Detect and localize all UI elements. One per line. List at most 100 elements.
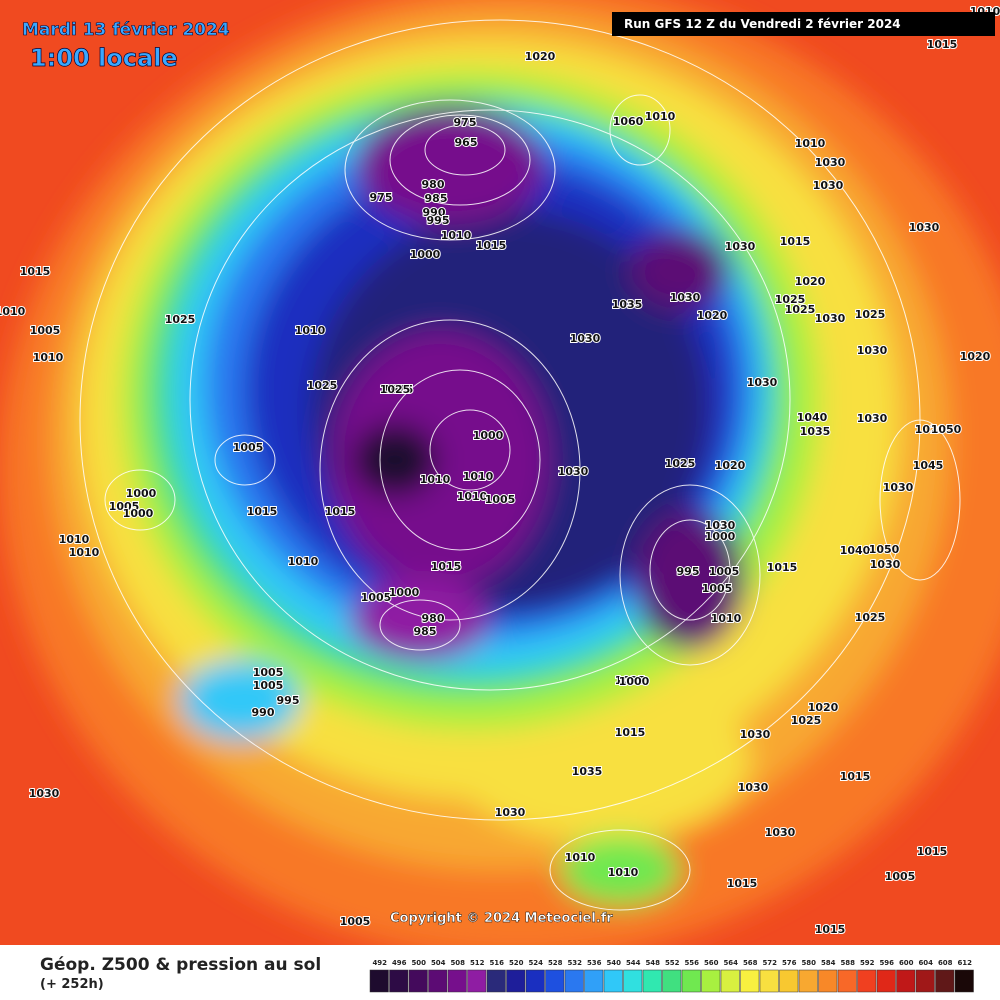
scale-tick-label: 500 (411, 959, 426, 967)
scale-swatch (662, 969, 682, 993)
scale-tick-label: 528 (548, 959, 563, 967)
pressure-label: 1050 (869, 543, 900, 556)
scale-tick-label: 512 (470, 959, 485, 967)
scale-tick-label: 556 (684, 959, 699, 967)
scale-swatch (681, 969, 701, 993)
color-scale: 492 496 500 504 508 512 516 520 524 528 532 536 540 5… (369, 959, 974, 993)
scale-swatch (759, 969, 779, 993)
scale-swatch (720, 969, 740, 993)
scale-tick-label: 572 (762, 959, 777, 967)
pressure-label: 1060 (613, 115, 644, 128)
scale-swatch (369, 969, 389, 993)
pressure-label: 1030 (29, 787, 60, 800)
isobars (79, 19, 961, 911)
pressure-label: 1025 (855, 611, 886, 624)
pressure-label: 1000 (619, 675, 650, 688)
scale-tick-label: 608 (938, 959, 953, 967)
pressure-labels: 1020101597596597598098599099510101015100… (0, 4, 1000, 937)
pressure-label: 1015 (780, 235, 811, 248)
pressure-label: 1010 (295, 324, 326, 337)
scale-tick-label: 520 (509, 959, 524, 967)
pressure-label: 1005 (340, 915, 371, 928)
scale-tick-label: 524 (528, 959, 543, 967)
pressure-label: 1020 (960, 350, 991, 363)
scale-tick-label: 580 (801, 959, 816, 967)
scale-tick-label: 592 (860, 959, 875, 967)
scale-tick-label: 540 (606, 959, 621, 967)
scale-swatch (447, 969, 467, 993)
pressure-label: 1025 (307, 379, 338, 392)
pressure-label: 1015 (476, 239, 507, 252)
scale-swatch (701, 969, 721, 993)
pressure-label: 1030 (813, 179, 844, 192)
pressure-label: 1010 (565, 851, 596, 864)
date: Mardi 13 février 2024 (22, 20, 230, 41)
scale-swatch (837, 969, 857, 993)
pressure-label: 1030 (570, 332, 601, 345)
scale-tick-label: 596 (879, 959, 894, 967)
scale-swatch (954, 969, 974, 993)
scale-tick-label: 532 (567, 959, 582, 967)
pressure-label: 1010 (457, 490, 488, 503)
pressure-label: 1015 (917, 845, 948, 858)
pressure-label: 1015 (20, 265, 51, 278)
pressure-label: 995 (277, 694, 300, 707)
scale-tick-label: 516 (489, 959, 504, 967)
scale-tick-label: 568 (743, 959, 758, 967)
geopotential-field (0, 0, 1000, 945)
map: 1020101597596597598098599099510101015100… (0, 0, 1000, 945)
pressure-label: 1015 (247, 505, 278, 518)
scale-swatch (896, 969, 916, 993)
scale-swatch (545, 969, 565, 993)
pressure-label: 1030 (870, 558, 901, 571)
scale-tick-label: 600 (899, 959, 914, 967)
pressure-label: 1030 (495, 806, 526, 819)
pressure-label: 1030 (765, 826, 796, 839)
pressure-label: 1005 (885, 870, 916, 883)
pressure-label: 1005 (30, 324, 61, 337)
pressure-label: 1005 (485, 493, 516, 506)
pressure-label: 1030 (909, 221, 940, 234)
pressure-label: 1020 (525, 50, 556, 63)
pressure-label: 1010 (33, 351, 64, 364)
pressure-label: 1000 (389, 586, 420, 599)
pressure-label: 980 (422, 612, 445, 625)
pressure-label: 1025 (383, 383, 414, 396)
pressure-label: 1025 (380, 383, 411, 396)
scale-tick-label: 492 (372, 959, 387, 967)
pressure-label: 990 (252, 706, 275, 719)
scale-tick-label: 564 (723, 959, 738, 967)
scale-tick-label: 536 (587, 959, 602, 967)
run-info: Run GFS 12 Z du Vendredi 2 février 2024 (612, 12, 995, 36)
pressure-label: 1030 (815, 156, 846, 169)
pressure-label: 1030 (883, 481, 914, 494)
pressure-label: 980 (422, 178, 445, 191)
pressure-label: 1030 (747, 376, 778, 389)
scale-swatch (935, 969, 955, 993)
pressure-label: 1030 (670, 291, 701, 304)
pressure-label: 1000 (705, 530, 736, 543)
scale-swatch (623, 969, 643, 993)
scale-tick-label: 576 (782, 959, 797, 967)
pressure-label: 1015 (431, 560, 462, 573)
scale-swatch (525, 969, 545, 993)
scale-tick-label: 612 (957, 959, 972, 967)
pressure-label: 1000 (473, 429, 504, 442)
scale-swatch (564, 969, 584, 993)
map-title: Géop. Z500 & pression au sol (40, 955, 322, 975)
pressure-label: 1015 (815, 923, 846, 936)
pressure-label: 1010 (420, 473, 451, 486)
pressure-label: 1005 (253, 666, 284, 679)
pressure-label: 1010 (441, 229, 472, 242)
pressure-label: 975 (370, 191, 393, 204)
pressure-label: 1050 (931, 423, 962, 436)
pressure-label: 1035 (800, 425, 831, 438)
pressure-label: 1025 (665, 457, 696, 470)
pressure-label: 1030 (857, 412, 888, 425)
pressure-label: 1025 (785, 303, 816, 316)
pressure-label: 1020 (808, 701, 839, 714)
scale-swatch (779, 969, 799, 993)
scale-tick-label: 604 (918, 959, 933, 967)
scale-tick-label: 584 (821, 959, 836, 967)
pressure-label: 1015 (325, 505, 356, 518)
